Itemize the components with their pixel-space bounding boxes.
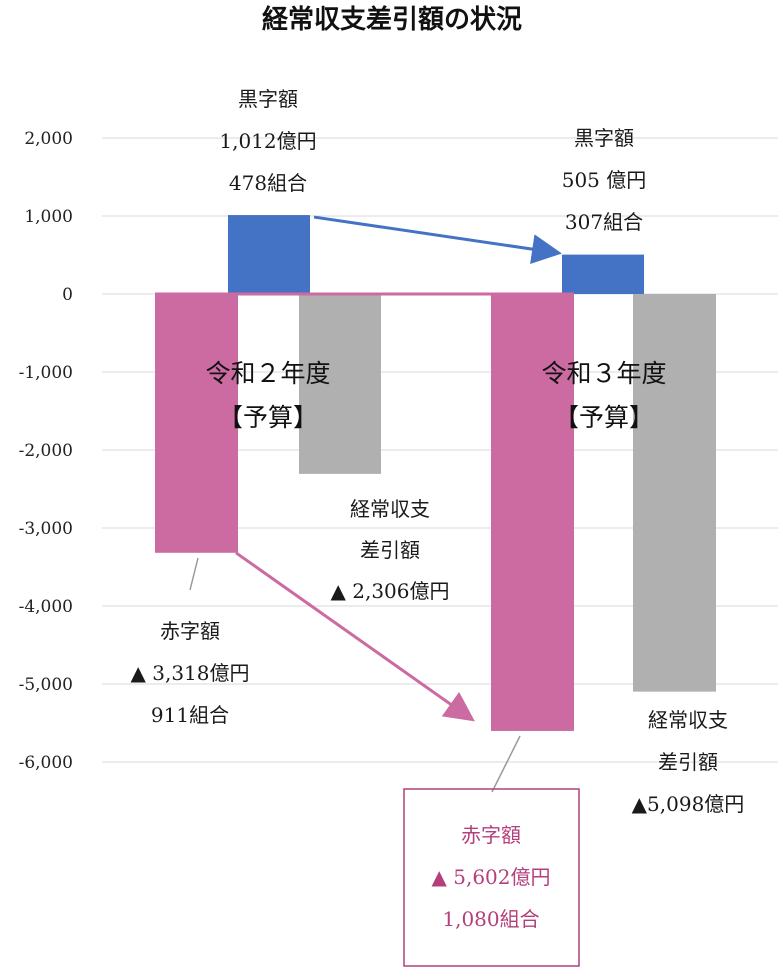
period-2-surplus-label: 黒字額 505 億円 307組合	[562, 126, 647, 234]
svg-text:赤字額: 赤字額	[160, 619, 220, 643]
surplus-trend-arrow	[313, 215, 562, 264]
svg-text:▲ 5,602億円: ▲ 5,602億円	[432, 865, 551, 889]
y-axis-ticks: 2,000 1,000 0 -1,000 -2,000 -3,000 -4,000 -5,00…	[19, 129, 73, 773]
period-1-label: 令和２年度 【予算】	[205, 359, 330, 432]
svg-text:▲ 2,306億円: ▲ 2,306億円	[331, 579, 450, 603]
svg-text:黒字額: 黒字額	[238, 87, 298, 111]
y-tick-label: 0	[62, 285, 73, 305]
svg-text:307組合: 307組合	[565, 210, 643, 234]
deficit-label-leader-1	[189, 557, 199, 591]
y-tick-label: -2,000	[19, 441, 73, 461]
svg-text:経常収支: 経常収支	[350, 497, 430, 521]
period-1-deficit-label: 赤字額 ▲ 3,318億円 911組合	[131, 619, 250, 727]
y-tick-label: 1,000	[24, 207, 73, 227]
y-tick-label: -5,000	[19, 675, 73, 695]
svg-text:1,012億円: 1,012億円	[219, 129, 316, 153]
deficit-bar	[155, 294, 238, 553]
surplus-bar	[562, 254, 644, 294]
balance-bar	[299, 294, 381, 474]
svg-text:黒字額: 黒字額	[574, 126, 634, 150]
svg-text:【予算】: 【予算】	[218, 403, 318, 432]
balance-bar	[633, 294, 716, 692]
period-1-surplus-label: 黒字額 1,012億円 478組合	[219, 87, 316, 195]
y-tick-label: -6,000	[19, 753, 73, 773]
y-tick-label: -3,000	[19, 519, 73, 539]
period-2-deficit-label: 赤字額 ▲ 5,602億円 1,080組合	[432, 823, 551, 931]
y-tick-label: 2,000	[24, 129, 73, 149]
svg-text:令和２年度: 令和２年度	[205, 359, 330, 388]
y-tick-label: -1,000	[19, 363, 73, 383]
svg-text:505 億円: 505 億円	[562, 168, 647, 192]
svg-text:経常収支: 経常収支	[648, 708, 728, 732]
deficit-label-leader-2	[491, 735, 521, 793]
deficit-trend-arrow	[235, 551, 475, 722]
period-2-label: 令和３年度 【予算】	[541, 359, 666, 432]
svg-text:478組合: 478組合	[229, 171, 307, 195]
surplus-bar	[228, 215, 310, 294]
bars	[155, 215, 716, 731]
svg-text:令和３年度: 令和３年度	[541, 359, 666, 388]
period-2-balance-label: 経常収支 差引額 ▲5,098億円	[632, 708, 745, 816]
svg-text:▲ 3,318億円: ▲ 3,318億円	[131, 661, 250, 685]
deficit-bar	[491, 294, 574, 731]
svg-text:▲5,098億円: ▲5,098億円	[632, 792, 745, 816]
svg-text:赤字額: 赤字額	[461, 823, 521, 847]
chart-title: 経常収支差引額の状況	[262, 4, 522, 35]
y-tick-label: -4,000	[19, 597, 73, 617]
svg-text:差引額: 差引額	[658, 750, 718, 774]
svg-text:911組合: 911組合	[151, 703, 229, 727]
svg-text:1,080組合: 1,080組合	[442, 907, 539, 931]
svg-text:差引額: 差引額	[360, 538, 420, 562]
period-1-balance-label: 経常収支 差引額 ▲ 2,306億円	[331, 497, 450, 603]
deficit-callout-box	[403, 788, 580, 967]
svg-text:【予算】: 【予算】	[554, 403, 654, 432]
